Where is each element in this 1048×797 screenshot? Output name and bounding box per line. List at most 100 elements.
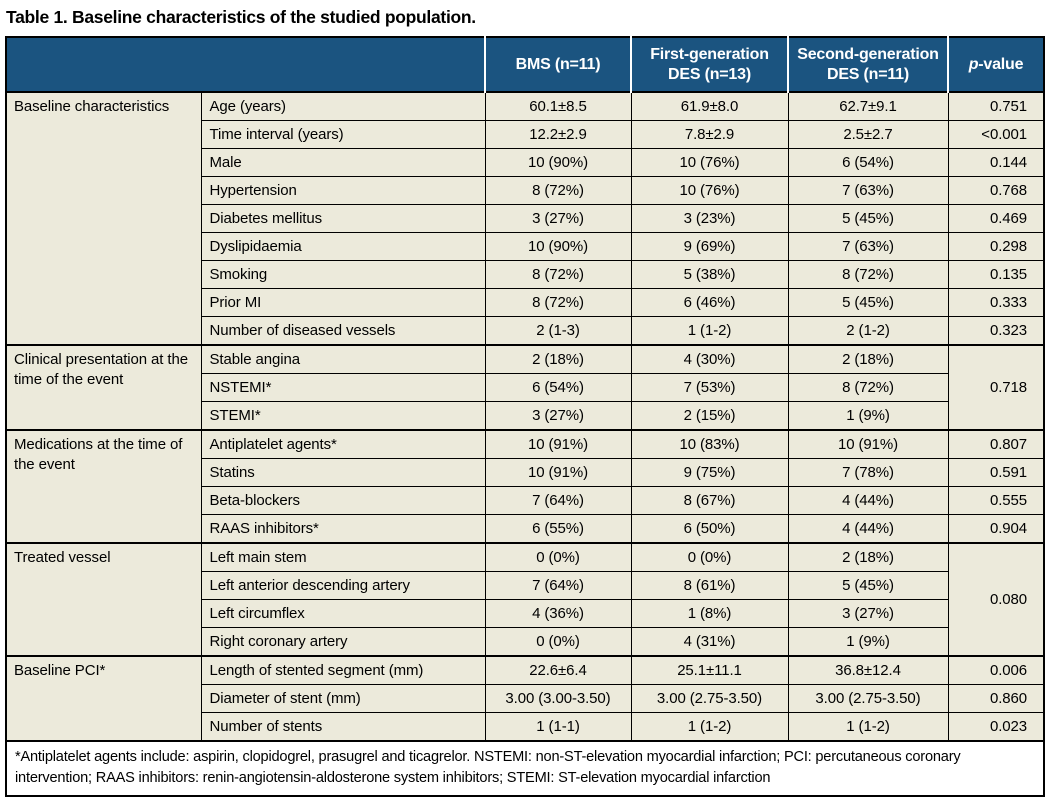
value-cell-first-gen-des: 5 (38%)	[630, 260, 789, 289]
value-cell-first-gen-des: 9 (69%)	[630, 232, 789, 261]
value-cell-first-gen-des: 8 (67%)	[630, 486, 789, 515]
value-cell-second-gen-des: 10 (91%)	[787, 429, 949, 459]
value-cell-second-gen-des: 5 (45%)	[787, 204, 949, 233]
value-cell-first-gen-des: 7.8±2.9	[630, 120, 789, 149]
value-cell-bms: 10 (91%)	[484, 429, 632, 459]
table-row: Clinical presentation at the time of the…	[5, 344, 1045, 431]
characteristic-cell: Beta-blockers	[200, 486, 486, 515]
characteristic-cell: Prior MI	[200, 288, 486, 317]
characteristic-cell: Male	[200, 148, 486, 177]
table-row: Number of stents 1 (1-1) 1 (1-2) 1 (1-2) 0.0…	[6, 712, 1045, 742]
value-cell-bms: 10 (90%)	[484, 148, 632, 177]
characteristic-cell: Number of diseased vessels	[200, 316, 486, 346]
value-cell-first-gen-des: 1 (1-2)	[630, 712, 789, 742]
table-title: Table 1. Baseline characteristics of the…	[6, 7, 476, 27]
value-cell-bms: 2 (1-3)	[484, 316, 632, 346]
table-footnote: *Antiplatelet agents include: aspirin, c…	[5, 739, 1045, 797]
value-cell-second-gen-des: 2 (18%)	[787, 542, 949, 572]
value-cell-bms: 4 (36%)	[484, 599, 632, 628]
value-cell-bms: 7 (64%)	[484, 486, 632, 515]
characteristic-cell: Diameter of stent (mm)	[200, 684, 486, 713]
value-cell-bms: 3 (27%)	[484, 401, 632, 431]
table-row: Statins 10 (91%) 9 (75%) 7 (78%) 0.591	[6, 458, 1045, 487]
table-row: Baseline characteristics Age (years) 60.1±…	[5, 91, 1045, 346]
table-row: Hypertension 8 (72%) 10 (76%) 7 (63%) 0.768	[6, 176, 1045, 205]
group-label-cell: Medications at the time of the event	[5, 429, 202, 544]
value-cell-first-gen-des: 10 (76%)	[630, 176, 789, 205]
value-cell-second-gen-des: 2 (18%)	[787, 344, 949, 374]
table-row: Dyslipidaemia 10 (90%) 9 (69%) 7 (63%) 0.298	[6, 232, 1045, 261]
pvalue-cell: 0.006	[947, 655, 1045, 685]
value-cell-bms: 0 (0%)	[484, 542, 632, 572]
column-header-pvalue: p-value	[947, 37, 1044, 93]
characteristic-cell: RAAS inhibitors*	[200, 514, 486, 544]
table-row: Left anterior descending artery 7 (64%) 8 …	[6, 571, 1044, 600]
characteristic-cell: Right coronary artery	[200, 627, 486, 657]
group-label-cell: Baseline characteristics	[5, 91, 202, 346]
value-cell-second-gen-des: 4 (44%)	[787, 514, 949, 544]
value-cell-second-gen-des: 5 (45%)	[787, 288, 949, 317]
pvalue-cell: 0.904	[947, 514, 1045, 544]
pvalue-cell: 0.807	[947, 429, 1045, 459]
baseline-characteristics-table: BMS (n=11) First-generation DES (n=13) S…	[5, 36, 1045, 797]
group-label-cell: Baseline PCI*	[5, 655, 202, 742]
group-label-cell: Treated vessel	[5, 542, 202, 657]
characteristic-cell: Statins	[200, 458, 486, 487]
value-cell-bms: 8 (72%)	[484, 288, 632, 317]
value-cell-second-gen-des: 2 (1-2)	[787, 316, 949, 346]
value-cell-second-gen-des: 1 (9%)	[787, 627, 949, 657]
value-cell-bms: 22.6±6.4	[484, 655, 632, 685]
value-cell-bms: 0 (0%)	[484, 627, 632, 657]
value-cell-bms: 10 (90%)	[484, 232, 632, 261]
characteristic-cell: NSTEMI*	[200, 373, 486, 402]
characteristic-cell: Antiplatelet agents*	[200, 429, 486, 459]
value-cell-bms: 8 (72%)	[484, 176, 632, 205]
pvalue-cell: 0.333	[947, 288, 1045, 317]
group-label-cell: Clinical presentation at the time of the…	[5, 344, 202, 431]
value-cell-second-gen-des: 5 (45%)	[787, 571, 949, 600]
pvalue-cell: 0.469	[947, 204, 1045, 233]
table-row: STEMI* 3 (27%) 2 (15%) 1 (9%)	[6, 401, 1044, 431]
characteristic-cell: Left anterior descending artery	[200, 571, 486, 600]
value-cell-second-gen-des: 1 (1-2)	[787, 712, 949, 742]
table-row: Male 10 (90%) 10 (76%) 6 (54%) 0.144	[6, 148, 1045, 177]
value-cell-bms: 6 (54%)	[484, 373, 632, 402]
value-cell-second-gen-des: 3 (27%)	[787, 599, 949, 628]
header-empty-cell	[6, 37, 485, 93]
pvalue-cell: 0.144	[947, 148, 1045, 177]
value-cell-bms: 8 (72%)	[484, 260, 632, 289]
pvalue-italic-p: p	[968, 55, 979, 73]
table-row: Baseline PCI* Length of stented segment (…	[5, 655, 1045, 742]
characteristic-cell: Dyslipidaemia	[200, 232, 486, 261]
pvalue-cell: 0.023	[947, 712, 1045, 742]
footnote-row: *Antiplatelet agents include: aspirin, c…	[5, 739, 1045, 797]
value-cell-second-gen-des: 7 (63%)	[787, 232, 949, 261]
value-cell-bms: 3 (27%)	[484, 204, 632, 233]
pvalue-cell: 0.135	[947, 260, 1045, 289]
pvalue-cell-shared: 0.718	[947, 344, 1045, 431]
pvalue-cell: <0.001	[947, 120, 1045, 149]
value-cell-second-gen-des: 3.00 (2.75-3.50)	[787, 684, 949, 713]
table-row: Prior MI 8 (72%) 6 (46%) 5 (45%) 0.333	[6, 288, 1045, 317]
value-cell-first-gen-des: 0 (0%)	[630, 542, 789, 572]
characteristic-cell: Smoking	[200, 260, 486, 289]
table-row: Smoking 8 (72%) 5 (38%) 8 (72%) 0.135	[6, 260, 1045, 289]
value-cell-second-gen-des: 62.7±9.1	[787, 91, 949, 121]
value-cell-bms: 6 (55%)	[484, 514, 632, 544]
column-header-second-gen-des: Second-generation DES (n=11)	[787, 37, 948, 93]
value-cell-first-gen-des: 61.9±8.0	[630, 91, 789, 121]
column-header-first-gen-des: First-generation DES (n=13)	[630, 37, 788, 93]
value-cell-first-gen-des: 25.1±11.1	[630, 655, 789, 685]
pvalue-cell: 0.591	[947, 458, 1045, 487]
table-row: Diabetes mellitus 3 (27%) 3 (23%) 5 (45%) 0.…	[6, 204, 1045, 233]
value-cell-bms: 7 (64%)	[484, 571, 632, 600]
value-cell-first-gen-des: 3 (23%)	[630, 204, 789, 233]
value-cell-second-gen-des: 8 (72%)	[787, 373, 949, 402]
characteristic-cell: Left circumflex	[200, 599, 486, 628]
characteristic-cell: Age (years)	[200, 91, 486, 121]
value-cell-bms: 10 (91%)	[484, 458, 632, 487]
pvalue-cell: 0.751	[947, 91, 1045, 121]
characteristic-cell: Number of stents	[200, 712, 486, 742]
table-row: Diameter of stent (mm) 3.00 (3.00-3.50) 3.…	[6, 684, 1045, 713]
